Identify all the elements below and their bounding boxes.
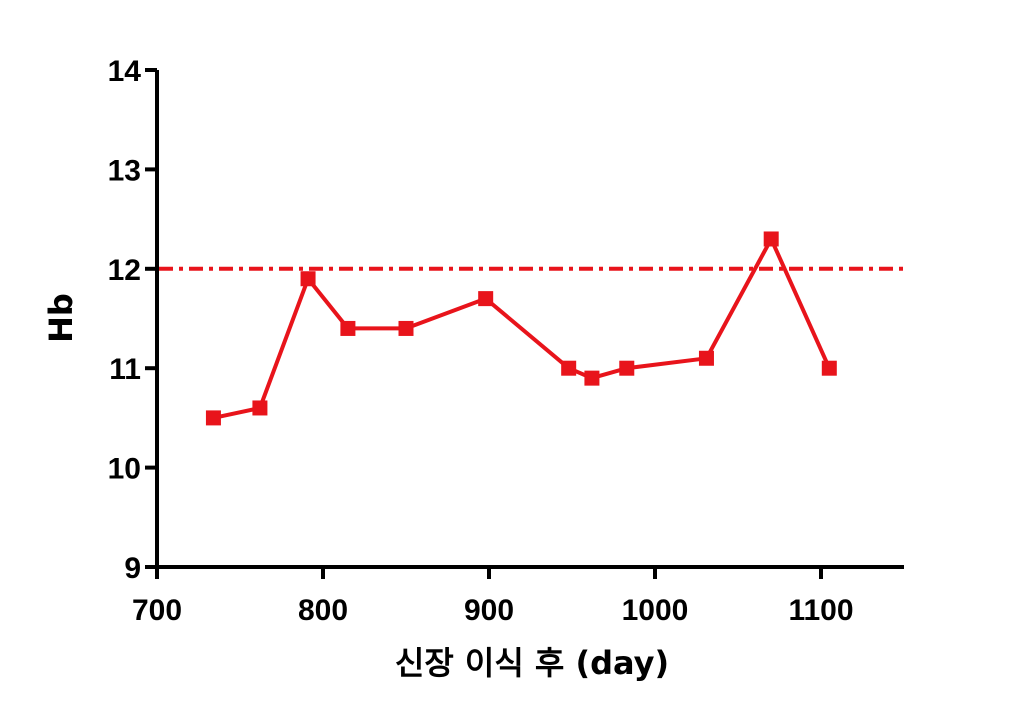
data-point: [252, 400, 268, 416]
y-tick-label: 13: [108, 154, 141, 187]
data-point: [619, 360, 635, 376]
x-tick-label: 800: [298, 594, 348, 627]
data-point: [584, 370, 600, 386]
y-tick-label: 9: [124, 552, 141, 585]
x-axis-title: 신장 이식 후 (day): [395, 644, 669, 682]
data-point: [821, 360, 837, 376]
data-point: [205, 410, 221, 426]
x-tick-label: 1000: [622, 594, 689, 627]
y-tick-label: 10: [108, 453, 141, 486]
data-point: [698, 350, 714, 366]
data-point: [763, 231, 779, 247]
x-tick-label: 900: [464, 594, 514, 627]
axes: 9 10 11 12 13 14 700 800 900 1000 1100: [108, 55, 904, 627]
data-point: [561, 360, 577, 376]
x-tick-label: 700: [132, 594, 182, 627]
y-tick-label: 11: [109, 353, 141, 386]
series-group: [205, 231, 837, 426]
y-tick-label: 12: [108, 254, 141, 287]
x-tick-label: 1100: [788, 594, 853, 627]
data-point: [340, 320, 356, 336]
y-axis-title: Hb: [42, 293, 80, 343]
data-point: [300, 271, 316, 287]
y-tick-label: 14: [108, 55, 142, 88]
data-point: [478, 291, 494, 307]
series-line: [212, 237, 832, 420]
data-point: [398, 320, 414, 336]
